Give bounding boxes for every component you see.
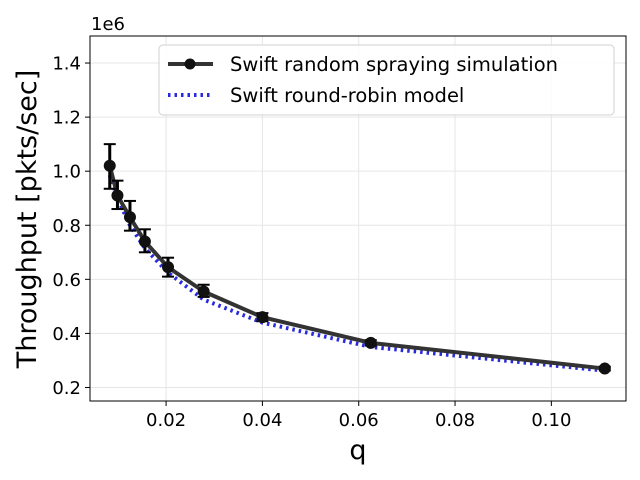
x-tick-label: 0.04 [242, 410, 282, 431]
x-tick-label: 0.02 [146, 410, 186, 431]
y-tick-label: 1.4 [52, 54, 81, 75]
data-point-simulation [256, 311, 269, 324]
data-point-simulation [598, 362, 611, 375]
y-tick-label: 0.6 [52, 270, 81, 291]
y-tick-label: 0.8 [52, 216, 81, 237]
x-tick-label: 0.06 [339, 410, 379, 431]
legend: Swift random spraying simulation Swift ro… [158, 44, 615, 116]
data-point-simulation [103, 159, 116, 172]
axes: 0.02 0.04 0.06 0.08 0.10 0.2 0.4 0.6 0.8 1.0 1.2 1.… [52, 54, 571, 431]
data-point-simulation [197, 285, 210, 298]
x-tick-label: 0.10 [531, 410, 571, 431]
series-layer [103, 143, 611, 375]
legend-marker-simulation [184, 58, 196, 70]
y-tick-label: 1.2 [52, 108, 81, 129]
y-tick-label: 0.4 [52, 324, 81, 345]
legend-label-model: Swift round-robin model [230, 84, 464, 107]
data-point-simulation [123, 211, 136, 224]
plot-frame [89, 35, 627, 402]
series-line-random-spraying-simulation [107, 163, 607, 371]
legend-box [158, 44, 615, 116]
y-tick-label: 1.0 [52, 162, 81, 183]
data-point-simulation [162, 261, 175, 274]
series-line-round-robin-model [107, 174, 606, 373]
data-point-simulation [111, 189, 124, 202]
y-offset-label: 1e6 [91, 14, 125, 35]
y-tick-label: 0.2 [52, 378, 81, 399]
data-point-simulation [138, 235, 151, 248]
y-axis-label: Throughput [pkts/sec] [12, 70, 43, 370]
x-tick-label: 0.08 [435, 410, 475, 431]
data-point-simulation [364, 336, 377, 349]
legend-label-simulation: Swift random spraying simulation [230, 53, 558, 76]
x-axis-label: q [349, 435, 366, 466]
